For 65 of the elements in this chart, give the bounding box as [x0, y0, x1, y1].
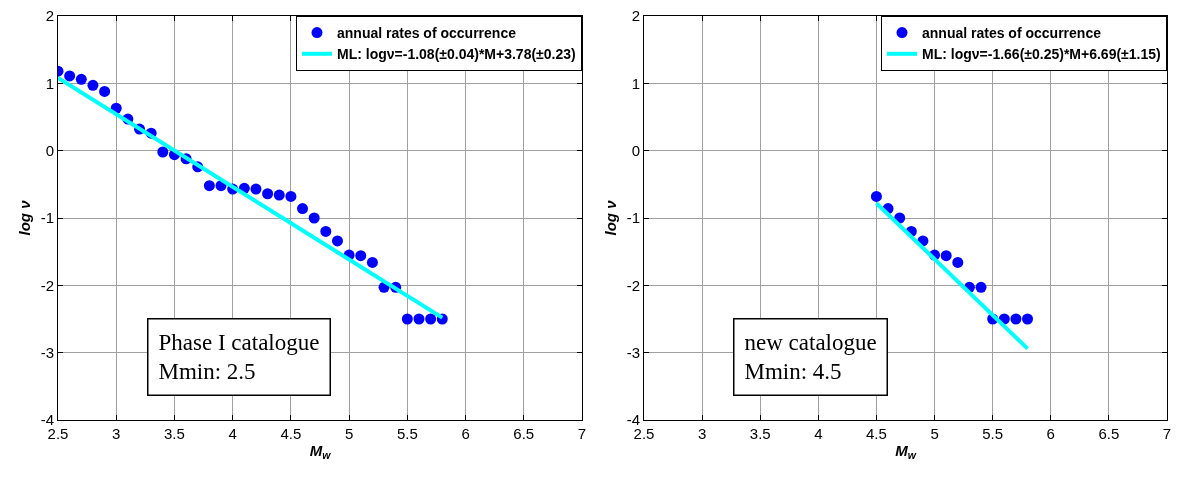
y-axis-title: log ν [15, 199, 33, 236]
point [99, 85, 111, 97]
y-tick-label: 2 [45, 7, 54, 25]
x-tick-label: 6.5 [1098, 425, 1120, 442]
x-tick-label: 3 [112, 425, 121, 442]
point [250, 183, 262, 195]
point [308, 212, 320, 224]
x-tick-label: 6 [1046, 425, 1055, 442]
x-tick-label: 7 [577, 425, 587, 442]
point [413, 313, 425, 325]
point [285, 190, 297, 202]
x-tick-label: 6.5 [513, 425, 535, 442]
legend-label: annual rates of occurrence [922, 25, 1102, 42]
point [273, 189, 285, 201]
point [297, 203, 309, 215]
x-tick-label: 3 [697, 425, 707, 442]
annotation: Phase I catalogue Mmin: 2.5 [158, 329, 320, 385]
point [75, 73, 87, 85]
x-tick-label: 4 [228, 425, 237, 442]
x-tick-label: 5.5 [396, 425, 418, 442]
x-tick-label: 3.5 [164, 425, 185, 442]
y-tick-label: 1 [631, 74, 640, 92]
x-tick-label: 5.5 [982, 425, 1004, 442]
x-tick-label: 3.5 [749, 425, 771, 442]
annotation: new catalogue Mmin: 4.5 [744, 329, 877, 385]
legend-label: ML: logν=-1.08(±0.04)*M+3.78(±0.23) [337, 46, 576, 63]
point [952, 256, 964, 268]
y-tick-label: 2 [631, 7, 640, 25]
point [940, 250, 952, 262]
point [157, 146, 169, 158]
x-tick-label: 7 [1162, 425, 1172, 442]
point [355, 250, 367, 262]
x-tick-label: 4.5 [280, 425, 302, 442]
point [87, 79, 99, 91]
y-tick-label: 0 [45, 141, 54, 159]
x-tick-label: 4 [814, 425, 823, 442]
x-axis-title: M$_{w}$ [309, 442, 332, 462]
y-tick-label: 1 [45, 74, 54, 92]
y-tick-label: -3 [40, 343, 54, 361]
y-tick-label: 0 [631, 141, 640, 159]
x-tick-label: 6 [461, 425, 470, 442]
point [975, 281, 987, 293]
point [262, 188, 274, 200]
point [320, 225, 332, 237]
x-tick-label: 5 [930, 425, 939, 442]
point [331, 235, 343, 247]
x-axis-title: M$_{w}$ [895, 442, 917, 462]
point [1010, 313, 1022, 325]
y-tick-label: -1 [40, 209, 54, 227]
legend-label: annual rates of occurrence [337, 25, 517, 42]
point [870, 190, 882, 202]
point [425, 313, 437, 325]
point [401, 313, 413, 325]
x-tick-label: 5 [344, 425, 354, 442]
point [64, 70, 76, 82]
point [1022, 313, 1034, 325]
y-tick-label: -1 [626, 209, 640, 227]
y-tick-label: -3 [626, 343, 640, 361]
point [366, 256, 378, 268]
legend-label: ML: logν=-1.66(±0.25)*M+6.69(±1.15) [922, 46, 1161, 63]
point [203, 180, 215, 192]
y-tick-label: -2 [626, 276, 640, 294]
x-tick-label: 4.5 [866, 425, 887, 442]
y-tick-label: -2 [40, 276, 54, 294]
y-axis-title: log ν [601, 199, 619, 236]
